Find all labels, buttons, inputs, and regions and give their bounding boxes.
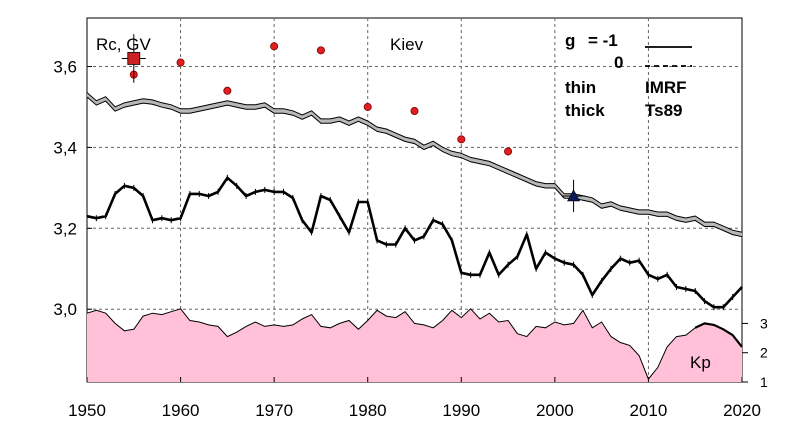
measurement-point-circle bbox=[457, 135, 466, 144]
kp-area-outline bbox=[86, 308, 743, 381]
kp-recent-outline bbox=[694, 322, 743, 348]
legend-g-label: g bbox=[565, 31, 575, 50]
points-layer bbox=[121, 34, 586, 213]
legend-g-minus1: = -1 bbox=[588, 31, 618, 50]
thin-series-lower-line bbox=[86, 96, 743, 238]
x-tick-label: 1960 bbox=[162, 401, 200, 420]
measurement-point-circle bbox=[176, 58, 185, 67]
measurement-point-square bbox=[127, 52, 141, 65]
legend-ts89: Ts89 bbox=[645, 101, 683, 120]
measurement-point-circle bbox=[223, 86, 232, 95]
measurement-point-circle bbox=[410, 107, 419, 116]
legend: g = -1 0 thin IMRF thick Ts89 bbox=[565, 31, 692, 120]
x-tick-label: 2010 bbox=[630, 401, 668, 420]
legend-g-zero: 0 bbox=[614, 53, 623, 72]
measurement-point-circle bbox=[316, 46, 325, 55]
legend-thin: thin bbox=[565, 78, 596, 97]
axes-layer: 1950 1960 1970 1980 1990 2000 2010 2020 3,0 3,2 3,… bbox=[53, 58, 768, 420]
x-tick-label: 2020 bbox=[723, 401, 761, 420]
measurement-point-circle bbox=[270, 42, 279, 51]
measurement-point-circle bbox=[504, 147, 513, 156]
kp-tick-label: 3 bbox=[760, 315, 768, 331]
kp-tick-label: 1 bbox=[760, 374, 768, 390]
thin-series-upper-line bbox=[86, 92, 743, 233]
y-tick-label: 3,4 bbox=[53, 138, 77, 157]
series-layer bbox=[86, 92, 743, 311]
y-tick-label: 3,6 bbox=[53, 58, 77, 77]
x-tick-label: 1950 bbox=[68, 401, 106, 420]
x-tick-label: 1990 bbox=[442, 401, 480, 420]
measurement-point-circle bbox=[363, 102, 372, 111]
legend-thick: thick bbox=[565, 101, 605, 120]
y-axis-label: Rc, GV bbox=[96, 35, 151, 54]
y-tick-label: 3,2 bbox=[53, 219, 77, 238]
kp-area-fill bbox=[87, 308, 742, 382]
kp-area-layer bbox=[86, 308, 743, 382]
x-tick-label: 1980 bbox=[349, 401, 387, 420]
kp-label: Kp bbox=[690, 353, 711, 372]
y-tick-label: 3,0 bbox=[53, 300, 77, 319]
kp-tick-label: 2 bbox=[760, 345, 768, 361]
measurement-point-triangle bbox=[567, 189, 581, 202]
station-label: Kiev bbox=[390, 35, 424, 54]
x-tick-label: 1970 bbox=[255, 401, 293, 420]
legend-imrf: IMRF bbox=[645, 78, 687, 97]
x-tick-label: 2000 bbox=[536, 401, 574, 420]
